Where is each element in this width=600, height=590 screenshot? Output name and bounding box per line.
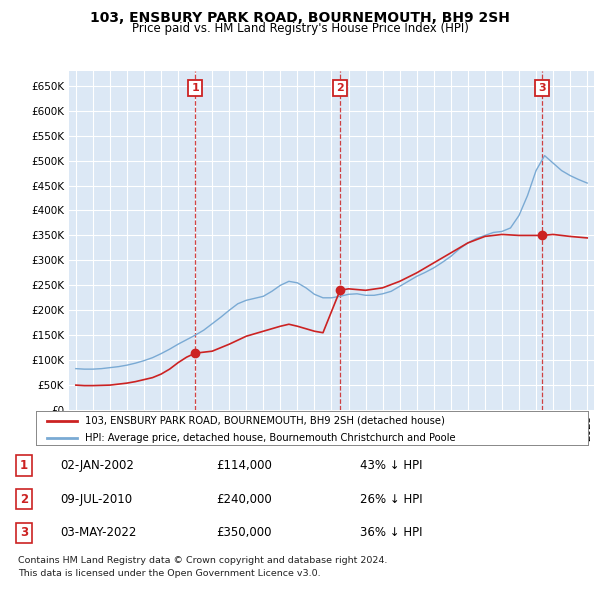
Text: 3: 3	[538, 83, 546, 93]
Text: £350,000: £350,000	[216, 526, 271, 539]
Text: 43% ↓ HPI: 43% ↓ HPI	[360, 459, 422, 472]
Text: 2: 2	[20, 493, 28, 506]
Text: 103, ENSBURY PARK ROAD, BOURNEMOUTH, BH9 2SH: 103, ENSBURY PARK ROAD, BOURNEMOUTH, BH9…	[90, 11, 510, 25]
Text: 3: 3	[20, 526, 28, 539]
Text: 1: 1	[20, 459, 28, 472]
Text: 103, ENSBURY PARK ROAD, BOURNEMOUTH, BH9 2SH (detached house): 103, ENSBURY PARK ROAD, BOURNEMOUTH, BH9…	[85, 416, 445, 426]
Text: Contains HM Land Registry data © Crown copyright and database right 2024.: Contains HM Land Registry data © Crown c…	[18, 556, 388, 565]
Text: 2: 2	[336, 83, 344, 93]
Text: 03-MAY-2022: 03-MAY-2022	[60, 526, 136, 539]
Text: 36% ↓ HPI: 36% ↓ HPI	[360, 526, 422, 539]
Text: This data is licensed under the Open Government Licence v3.0.: This data is licensed under the Open Gov…	[18, 569, 320, 578]
Text: £114,000: £114,000	[216, 459, 272, 472]
Text: 1: 1	[191, 83, 199, 93]
Text: £240,000: £240,000	[216, 493, 272, 506]
Text: Price paid vs. HM Land Registry's House Price Index (HPI): Price paid vs. HM Land Registry's House …	[131, 22, 469, 35]
Text: 26% ↓ HPI: 26% ↓ HPI	[360, 493, 422, 506]
Text: HPI: Average price, detached house, Bournemouth Christchurch and Poole: HPI: Average price, detached house, Bour…	[85, 433, 455, 443]
Text: 02-JAN-2002: 02-JAN-2002	[60, 459, 134, 472]
Text: 09-JUL-2010: 09-JUL-2010	[60, 493, 132, 506]
